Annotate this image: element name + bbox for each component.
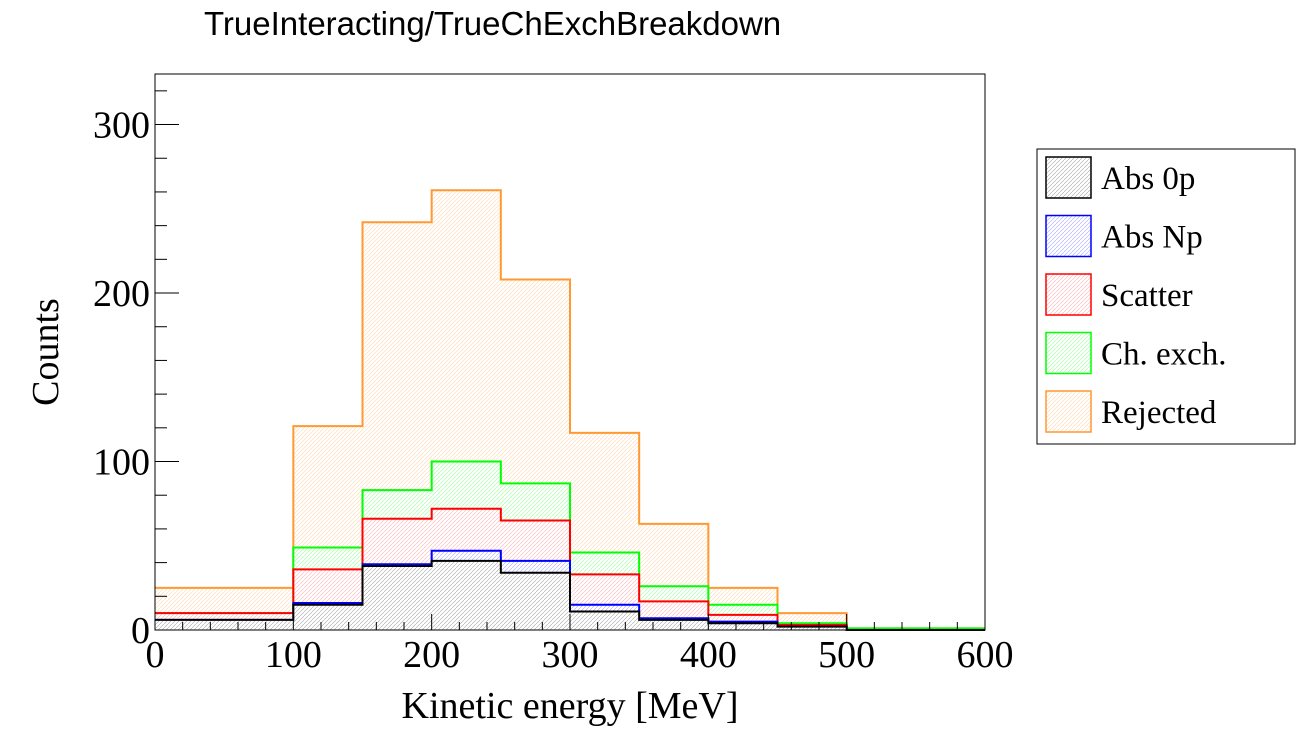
legend-swatch — [1045, 390, 1092, 433]
legend-label: Abs 0p — [1101, 161, 1195, 197]
x-tick-label: 0 — [146, 634, 165, 676]
axes: 0 100 200 300 400 500 600 0 100 200 300 — [93, 74, 1014, 676]
y-tick-label: 0 — [131, 610, 150, 652]
series-outline — [155, 559, 985, 631]
legend-swatch — [1045, 156, 1092, 199]
legend: Abs 0p Abs Np Scatter Ch. exch. Rejected — [1036, 148, 1296, 445]
legend-label: Rejected — [1101, 395, 1217, 431]
y-tick-label: 200 — [93, 273, 150, 315]
histogram-series — [155, 189, 985, 631]
x-tick-label: 500 — [818, 634, 875, 676]
x-tick-label: 600 — [957, 634, 1014, 676]
x-tick-label: 300 — [542, 634, 599, 676]
legend-label: Abs Np — [1101, 220, 1203, 256]
legend-swatch — [1045, 273, 1092, 316]
x-tick-label: 200 — [403, 634, 460, 676]
x-tick-label: 100 — [265, 634, 322, 676]
y-axis-title: Counts — [25, 298, 67, 406]
chart-title: TrueInteracting/TrueChExchBreakdown — [204, 5, 781, 42]
legend-label: Scatter — [1101, 278, 1193, 314]
y-tick-label: 300 — [93, 105, 150, 147]
legend-swatch — [1045, 214, 1092, 258]
x-tick-label: 400 — [680, 634, 737, 676]
x-axis-title: Kinetic energy [MeV] — [402, 685, 739, 727]
legend-label: Ch. exch. — [1101, 337, 1227, 373]
y-tick-label: 100 — [93, 442, 150, 484]
legend-swatch — [1045, 331, 1092, 375]
